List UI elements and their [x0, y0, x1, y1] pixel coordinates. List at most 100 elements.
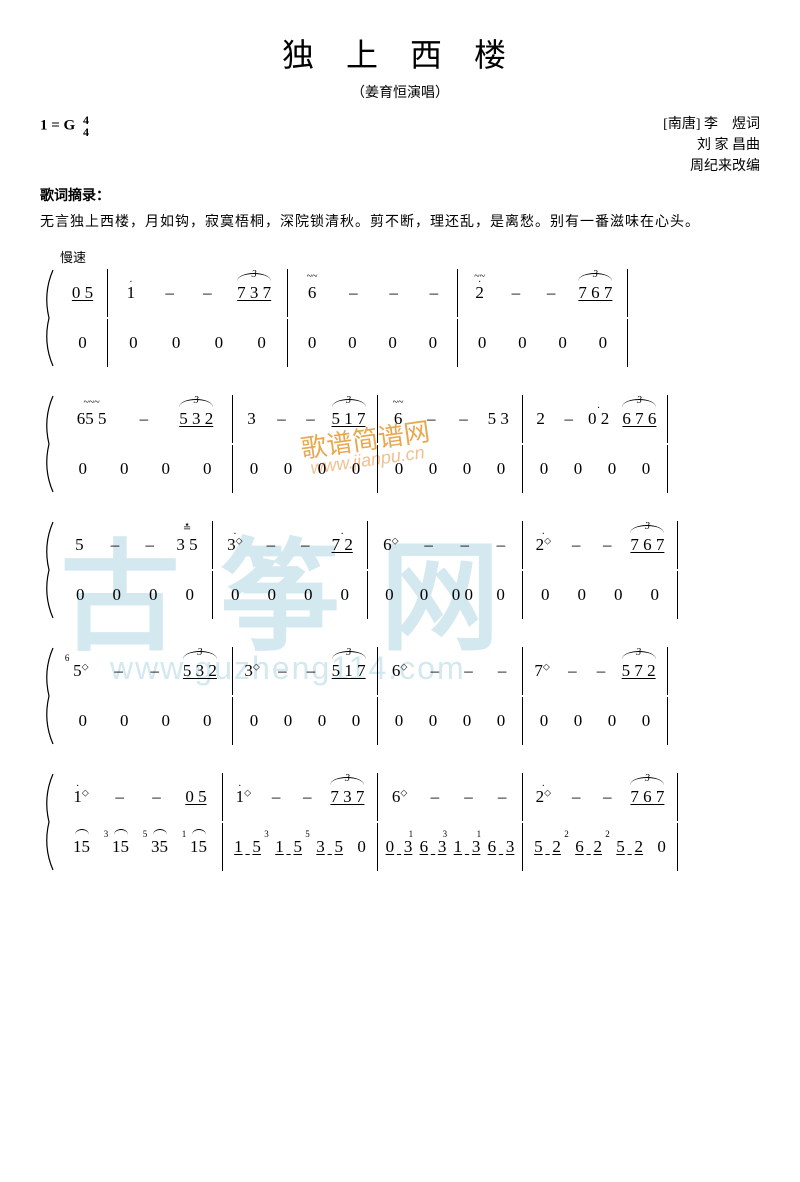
measure: 0000: [378, 697, 523, 745]
note: 0: [159, 711, 173, 731]
header-row: 1 = G 44 [南唐] 李 煜词 刘 家 昌曲 周纪来改编: [40, 114, 760, 177]
music-system: 65◇–– 3 5 3 2 3◇–– 3 5 1 7 6◇–––7◇–– 3 5…: [40, 646, 760, 746]
note: 6◇: [392, 787, 407, 807]
note: 5: [332, 837, 346, 857]
note: 1·◇: [73, 787, 88, 807]
measure: ~~·2 – – 3 7 6 7: [458, 269, 628, 317]
note: 2: [632, 837, 646, 857]
measure: 15315535115: [58, 823, 223, 871]
dash: –: [142, 535, 156, 555]
note: 315: [112, 837, 129, 857]
note: ≛3 5: [176, 535, 197, 555]
note: 1·: [124, 283, 138, 303]
dash: –: [107, 535, 121, 555]
note: 0: [117, 711, 131, 731]
note: 3: [435, 837, 449, 857]
dash: –: [427, 661, 441, 681]
note: 6◇: [383, 535, 398, 555]
note-pair: 31 3: [451, 837, 483, 857]
note: 0: [73, 585, 87, 605]
note: 0: [338, 585, 352, 605]
note: 0: [417, 585, 431, 605]
note: 6◇: [392, 661, 407, 681]
staff-top: 0 51·–– 3 7 3 7 ~~6–––~~·2–– 3 7 6 7: [58, 268, 760, 318]
note: 0: [515, 333, 529, 353]
note: 0: [200, 459, 214, 479]
triplet-group: 3 7 6 7: [630, 535, 664, 555]
dash: –: [299, 787, 313, 807]
note: 0: [494, 585, 508, 605]
note: 2: [591, 837, 605, 857]
note: 1·◇: [236, 787, 251, 807]
note: 26: [572, 837, 586, 857]
triplet-group: 3 7 6 7: [578, 283, 612, 303]
note: 0: [212, 333, 226, 353]
note: ~~·2: [473, 283, 487, 303]
dash: –: [386, 283, 400, 303]
note: 0: [126, 333, 140, 353]
measure: 0000: [108, 319, 288, 367]
measure: 3–– 3 5 1 7: [233, 395, 378, 443]
music-systems: 0 51·–– 3 7 3 7 ~~6–––~~·2–– 3 7 6 7 000…: [40, 268, 760, 872]
lyrics-text: 无言独上西楼，月如钩，寂寞梧桐，深院锁清秋。剪不断，理还乱，是离愁。别有一番滋味…: [40, 211, 760, 231]
measure: 0000: [58, 697, 233, 745]
measure: 0000: [523, 445, 668, 493]
measure: ·3◇––·7 2: [213, 521, 368, 569]
triplet-group: 3 7 3 7: [237, 283, 271, 303]
system-brace: [40, 520, 56, 620]
note: 0: [76, 711, 90, 731]
dash: –: [568, 787, 582, 807]
music-system: 0 51·–– 3 7 3 7 ~~6–––~~·2–– 3 7 6 7 000…: [40, 268, 760, 368]
note: 3: [503, 837, 517, 857]
triplet-group: 3 5 3 2: [183, 661, 217, 681]
note: 0: [281, 711, 295, 731]
triplet-group: 3 5 7 2: [622, 661, 656, 681]
credits: [南唐] 李 煜词 刘 家 昌曲 周纪来改编: [663, 114, 760, 177]
note: 65◇: [73, 661, 88, 681]
dash: –: [494, 787, 508, 807]
measure: 0 3 16 3 31 3 16 3: [378, 823, 523, 871]
staff-top: ~~~65 5– 3 5 3 2 3–– 3 5 1 7 ~~6––5 32–·…: [58, 394, 760, 444]
note: 0: [392, 459, 406, 479]
note-pair: 0 3: [383, 837, 415, 857]
dash: –: [162, 283, 176, 303]
staff-bottom: 0000000000000000: [58, 696, 760, 746]
note-pair: 25 2: [614, 837, 646, 857]
dash: –: [274, 409, 288, 429]
note: 5: [72, 535, 86, 555]
measure: 6◇–––: [368, 521, 523, 569]
note-pair: 53 5: [314, 837, 346, 857]
staff-bottom: 153155351151 5 31 5 53 5 00 3 16 3 31 3 …: [58, 822, 760, 872]
dash: –: [112, 787, 126, 807]
measure: 000 00: [368, 571, 523, 619]
dash: –: [543, 283, 557, 303]
note: 0: [349, 711, 363, 731]
staff-top: 65◇–– 3 5 3 2 3◇–– 3 5 1 7 6◇–––7◇–– 3 5…: [58, 646, 760, 696]
note: 0: [648, 585, 662, 605]
note: 53: [314, 837, 328, 857]
dash: –: [508, 283, 522, 303]
measure: 0000: [233, 445, 378, 493]
note: 0: [571, 459, 585, 479]
note: 0: [281, 459, 295, 479]
note: 0 5: [72, 283, 93, 303]
dash: –: [148, 787, 162, 807]
note: 15: [73, 837, 90, 857]
dash: –: [268, 787, 282, 807]
note: 16: [417, 837, 431, 857]
measure: 0000: [523, 571, 678, 619]
dash: –: [461, 661, 475, 681]
note: 0: [475, 333, 489, 353]
note: 0: [537, 711, 551, 731]
note: 0: [639, 459, 653, 479]
note: 0: [460, 711, 474, 731]
measure: 0000: [288, 319, 458, 367]
dash: –: [599, 535, 613, 555]
note: 0: [426, 711, 440, 731]
note: 0: [382, 585, 396, 605]
dash: –: [461, 787, 475, 807]
note: 0: [426, 459, 440, 479]
dash: –: [423, 409, 437, 429]
note-pair: 26 2: [572, 837, 604, 857]
key-signature: 1 = G 44: [40, 114, 89, 177]
